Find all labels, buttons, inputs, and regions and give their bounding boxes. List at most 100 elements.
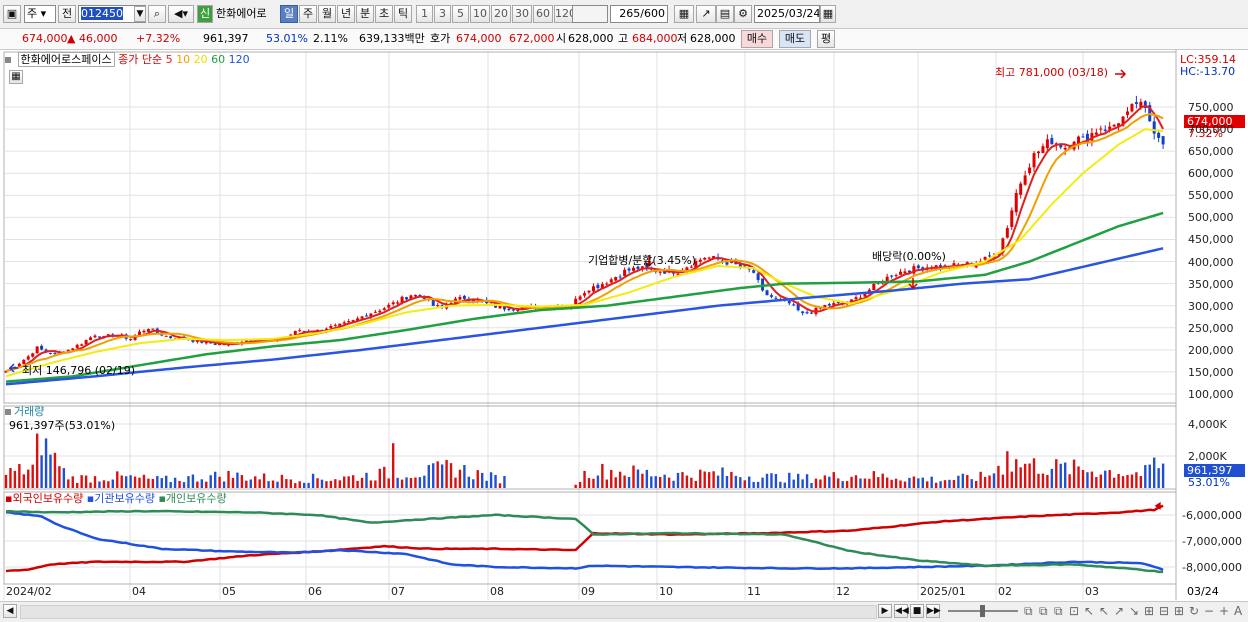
period-tab-5[interactable]: 초 xyxy=(375,5,393,23)
candle-body xyxy=(382,308,386,311)
interval-button-60[interactable]: 60 xyxy=(533,5,553,23)
holding-legend-1: ▪기관보유수량 xyxy=(86,492,159,505)
grid-icon[interactable]: ▦ xyxy=(674,5,694,23)
interval-button-10[interactable]: 10 xyxy=(470,5,490,23)
period-tab-4[interactable]: 분 xyxy=(356,5,374,23)
ma-legend-60: 60 xyxy=(211,53,229,66)
candle-body xyxy=(1090,133,1094,141)
volume-bar xyxy=(414,477,417,488)
ma10-line xyxy=(5,113,1164,373)
gear-icon[interactable]: ⚙ xyxy=(734,5,752,23)
calculator-icon[interactable]: ▦ xyxy=(9,70,23,84)
volume-bar xyxy=(1152,457,1156,488)
candle-body xyxy=(431,299,435,306)
tool-icon-13[interactable]: + xyxy=(1219,604,1230,618)
tool-icon-14[interactable]: A xyxy=(1234,604,1243,618)
scroll-track[interactable] xyxy=(20,605,877,619)
date-input[interactable]: 2025/03/24 xyxy=(754,5,820,23)
save-icon[interactable]: ▤ xyxy=(716,5,734,23)
tool-icon-4[interactable]: ↖ xyxy=(1084,604,1095,618)
search-icon[interactable]: ⌕ xyxy=(148,5,166,23)
code-dropdown-icon[interactable]: ▼ xyxy=(134,6,146,22)
volume-bar xyxy=(494,474,497,488)
volume-bar xyxy=(151,478,155,488)
stock-full-name[interactable]: 한화에어로스페이스 xyxy=(17,52,115,67)
volume-bar xyxy=(788,472,791,488)
next-page-icon[interactable]: ▶▶ xyxy=(926,604,941,618)
tool-icon-3[interactable]: ⊡ xyxy=(1069,604,1080,618)
tool-icon-9[interactable]: ⊟ xyxy=(1159,604,1170,618)
volume-bar xyxy=(200,479,204,488)
tool-icon-10[interactable]: ⊞ xyxy=(1174,604,1185,618)
tool-icon-11[interactable]: ↻ xyxy=(1189,604,1200,618)
volume-bar xyxy=(236,472,239,488)
period-tab-2[interactable]: 월 xyxy=(318,5,336,23)
interval-button-5[interactable]: 5 xyxy=(452,5,469,23)
scroll-right-icon[interactable]: ▶ xyxy=(878,604,892,618)
candle-body xyxy=(93,335,97,338)
tool-icon-0[interactable]: ⧉ xyxy=(1024,604,1033,618)
calendar-icon[interactable]: ▦ xyxy=(820,5,836,23)
interval-button-3[interactable]: 3 xyxy=(434,5,451,23)
low-annotation: 최저 146,796 (02/19) xyxy=(22,364,136,377)
ma-legend-120: 120 xyxy=(228,53,250,66)
volume-bar xyxy=(187,476,190,488)
tool-icon-6[interactable]: ↗ xyxy=(1114,604,1125,618)
draw-icon[interactable]: ↗ xyxy=(696,5,716,23)
period-tab-1[interactable]: 주 xyxy=(299,5,317,23)
stock-code-input[interactable]: 012450 xyxy=(78,5,146,23)
interval-button-30[interactable]: 30 xyxy=(512,5,532,23)
buy-button[interactable]: 매수 xyxy=(741,30,773,48)
scroll-left-icon[interactable]: ◀ xyxy=(3,604,17,618)
first-page-icon[interactable]: ◀◀ xyxy=(894,604,909,618)
ma-legend-title: 종가 단순 xyxy=(118,53,163,66)
period-tab-6[interactable]: 틱 xyxy=(394,5,412,23)
speaker-icon[interactable]: ◀▾ xyxy=(168,5,194,23)
stock-chart[interactable] xyxy=(0,50,1248,621)
volume-bar xyxy=(391,443,395,488)
candle-body xyxy=(832,303,836,306)
volume-bar xyxy=(142,474,146,488)
volume-bar xyxy=(147,478,150,488)
tool-icon-5[interactable]: ↖ xyxy=(1099,604,1110,618)
volume-bar xyxy=(1028,463,1031,488)
x-axis-right-label: 03/24 xyxy=(1187,585,1219,598)
x-axis-label: 04 xyxy=(132,585,146,598)
candle-body xyxy=(836,301,840,303)
interval-button-20[interactable]: 20 xyxy=(491,5,511,23)
volume-bar xyxy=(129,475,132,488)
interval-button-1[interactable]: 1 xyxy=(416,5,433,23)
candle-body xyxy=(1108,126,1112,130)
tool-icon-8[interactable]: ⊞ xyxy=(1144,604,1155,618)
period-tab-3[interactable]: 년 xyxy=(337,5,355,23)
count-input[interactable]: 265/600 xyxy=(610,5,668,23)
price-axis-label: 500,000 xyxy=(1188,211,1234,225)
volume-bar xyxy=(614,477,617,488)
candle-body xyxy=(850,299,854,302)
tool-icon-1[interactable]: ⧉ xyxy=(1039,604,1048,618)
volume-bar xyxy=(917,478,920,488)
eval-button[interactable]: 평 xyxy=(817,30,835,48)
volume-bar xyxy=(294,483,297,488)
tool-icon-2[interactable]: ⧉ xyxy=(1054,604,1063,618)
current-pct-tag: 7.32% xyxy=(1188,127,1223,140)
panel-frame-2 xyxy=(3,491,1177,585)
stop-icon[interactable]: ■ xyxy=(910,604,924,618)
prev-button[interactable]: 전 xyxy=(58,5,76,23)
volume-bar xyxy=(1086,472,1089,488)
volume-bar xyxy=(458,469,462,488)
sell-button[interactable]: 매도 xyxy=(779,30,811,48)
tool-icon-12[interactable]: − xyxy=(1204,604,1215,618)
market-select[interactable]: 주 ▾ xyxy=(24,5,56,23)
volume-bar xyxy=(632,465,635,488)
candle-body xyxy=(769,295,773,297)
window-menu-icon[interactable]: ▣ xyxy=(3,5,21,23)
volume-bar xyxy=(503,476,506,488)
zoom-slider-handle[interactable] xyxy=(980,605,985,617)
period-tab-0[interactable]: 일 xyxy=(280,5,298,23)
interval-dropdown[interactable] xyxy=(572,5,608,23)
candle-body xyxy=(507,308,511,311)
price-axis-label: 750,000 xyxy=(1188,101,1234,114)
tool-icon-7[interactable]: ↘ xyxy=(1129,604,1140,618)
interval-button-120[interactable]: 120 xyxy=(554,5,576,23)
